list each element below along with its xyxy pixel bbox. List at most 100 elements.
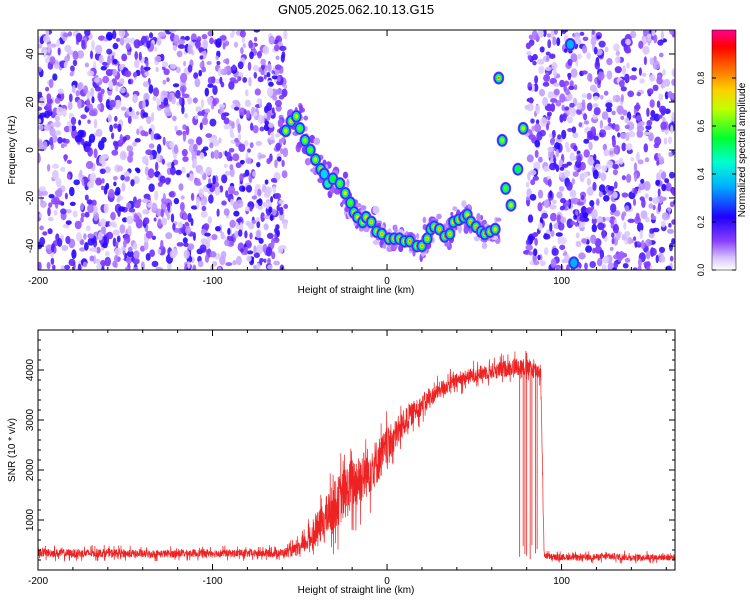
noise-speckle [115, 241, 119, 248]
noise-speckle [231, 30, 235, 36]
noise-speckle [208, 177, 212, 185]
noise-speckle [223, 124, 231, 130]
noise-speckle [109, 99, 116, 108]
noise-speckle [573, 84, 578, 91]
noise-speckle [170, 213, 175, 223]
noise-speckle [84, 211, 90, 218]
noise-speckle [267, 258, 271, 265]
noise-speckle [637, 265, 642, 270]
noise-speckle [525, 244, 533, 251]
x-tick-label: -100 [203, 276, 223, 287]
noise-speckle [229, 167, 235, 178]
noise-speckle [641, 72, 647, 77]
noise-speckle [202, 146, 209, 151]
noise-speckle [532, 175, 539, 181]
noise-speckle [548, 53, 556, 59]
noise-speckle [51, 163, 60, 169]
noise-speckle [256, 244, 264, 255]
noise-speckle [171, 95, 176, 105]
noise-speckle [138, 51, 142, 61]
noise-speckle [590, 36, 597, 46]
noise-speckle [141, 155, 149, 165]
noise-speckle [587, 156, 595, 166]
noise-speckle [543, 74, 551, 82]
x-tick-label: 100 [553, 276, 570, 287]
noise-speckle [39, 225, 44, 231]
noise-speckle [601, 111, 609, 120]
noise-speckle [39, 112, 47, 118]
noise-speckle [143, 217, 150, 225]
noise-speckle [95, 177, 103, 186]
noise-speckle [181, 105, 185, 115]
noise-speckle [169, 250, 177, 259]
noise-speckle [564, 48, 568, 53]
noise-speckle [104, 166, 111, 174]
noise-speckle [586, 92, 592, 100]
noise-speckle [136, 111, 140, 116]
noise-speckle [245, 206, 250, 212]
noise-speckle [552, 69, 557, 78]
noise-speckle [592, 103, 599, 108]
noise-speckle [119, 150, 128, 161]
colorbar-tick-label: 0.2 [696, 216, 706, 229]
noise-speckle [259, 258, 264, 263]
noise-speckle [127, 51, 132, 56]
noise-speckle [574, 35, 581, 45]
noise-speckle [636, 222, 644, 233]
noise-speckle [142, 112, 149, 118]
noise-speckle [567, 58, 573, 66]
noise-speckle [76, 50, 85, 59]
noise-speckle [194, 78, 201, 88]
signal-point [475, 225, 477, 229]
noise-speckle [205, 166, 213, 176]
noise-speckle [128, 246, 133, 253]
noise-speckle [228, 148, 235, 153]
noise-speckle [48, 202, 53, 208]
noise-speckle [643, 131, 650, 136]
noise-speckle [655, 254, 659, 264]
noise-speckle [133, 250, 140, 260]
noise-speckle [583, 149, 590, 158]
noise-speckle [244, 230, 248, 239]
noise-speckle [538, 65, 545, 75]
y-tick-label: 20 [25, 96, 36, 108]
noise-speckle [156, 36, 162, 46]
noise-speckle [238, 143, 246, 152]
noise-speckle [192, 158, 198, 167]
noise-speckle [611, 237, 615, 245]
signal-blob [515, 165, 521, 173]
noise-speckle [671, 68, 675, 77]
noise-speckle [536, 131, 543, 141]
noise-speckle [271, 75, 279, 80]
noise-speckle [140, 261, 145, 270]
noise-speckle [230, 198, 234, 206]
noise-speckle [236, 199, 244, 208]
noise-speckle [72, 59, 78, 67]
noise-speckle [42, 35, 51, 43]
noise-speckle [613, 209, 621, 217]
noise-speckle [561, 163, 569, 168]
noise-speckle [550, 138, 555, 146]
noise-speckle [39, 97, 46, 106]
noise-speckle [622, 211, 627, 217]
noise-speckle [607, 185, 615, 191]
noise-speckle [283, 84, 288, 90]
noise-speckle [173, 34, 180, 45]
noise-speckle [238, 107, 246, 116]
noise-speckle [60, 208, 67, 215]
noise-speckle [104, 256, 111, 267]
signal-halo [422, 216, 427, 223]
noise-speckle [275, 55, 280, 61]
noise-speckle [101, 136, 107, 143]
signal-point [308, 147, 313, 153]
noise-speckle [235, 255, 242, 266]
noise-speckle [243, 109, 247, 115]
noise-speckle [243, 140, 249, 147]
noise-speckle [550, 258, 557, 269]
noise-speckle [122, 239, 127, 248]
noise-speckle [199, 152, 205, 160]
noise-speckle [558, 186, 565, 192]
noise-speckle [45, 244, 52, 249]
noise-speckle [125, 175, 130, 182]
noise-speckle [108, 188, 115, 199]
